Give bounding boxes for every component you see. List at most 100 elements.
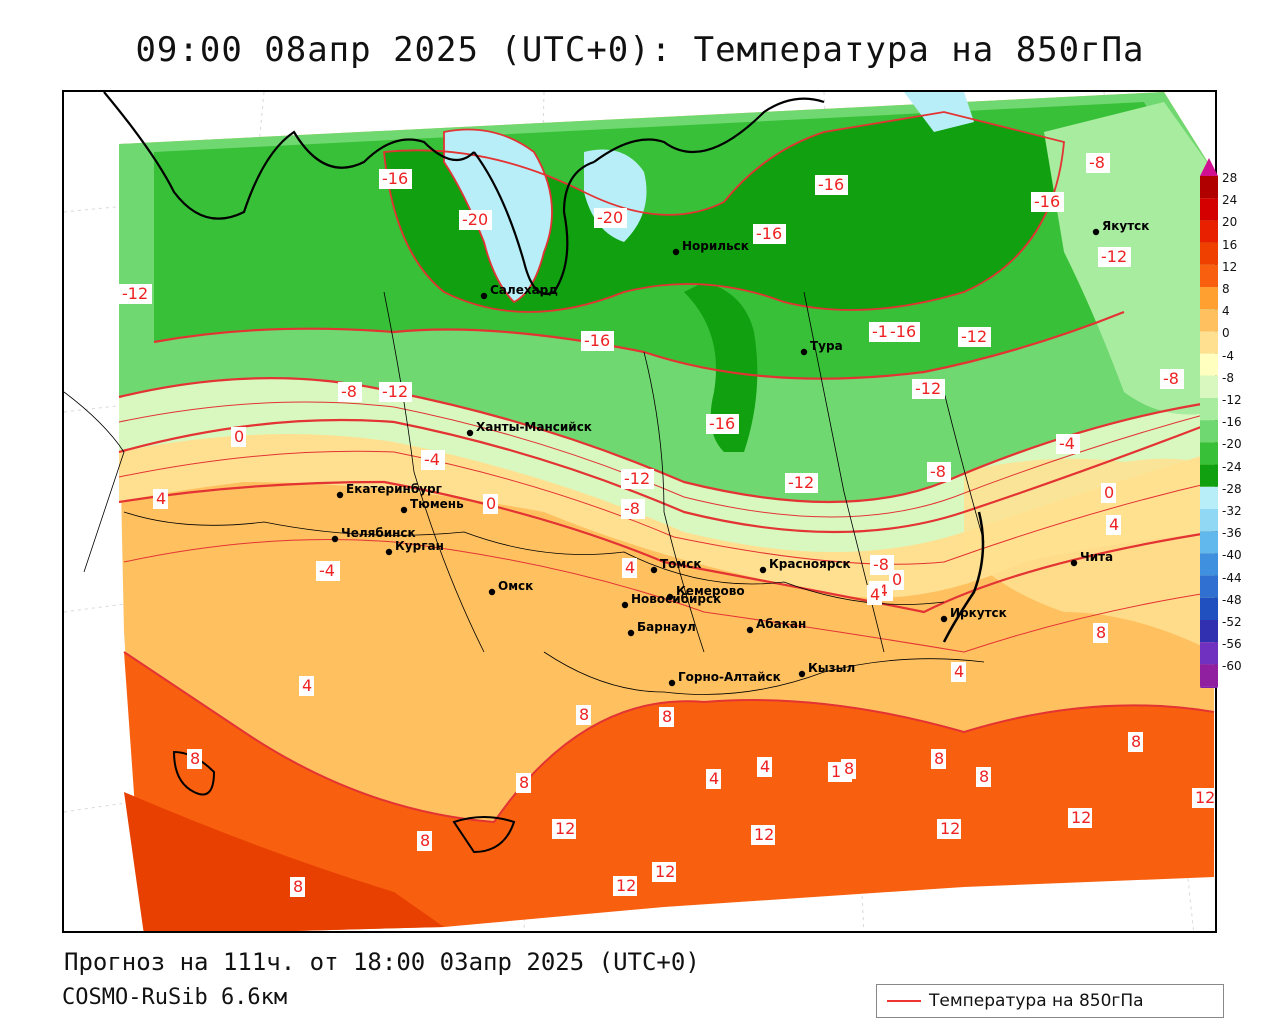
isotherm-label-text: 0 <box>1104 483 1114 502</box>
colorbar-segment <box>1200 242 1218 265</box>
isotherm-label-text: 8 <box>1131 732 1141 751</box>
city-marker[interactable]: Салехард <box>480 283 558 300</box>
city-marker[interactable]: Тура <box>800 339 843 356</box>
city-marker[interactable]: Омск <box>488 579 533 596</box>
city-marker[interactable]: Ханты-Мансийск <box>466 420 592 437</box>
isotherm-label-bg <box>1106 515 1121 535</box>
isotherm-label-text: -16 <box>818 175 844 194</box>
city-marker[interactable]: Красноярск <box>759 557 851 574</box>
city-marker[interactable]: Кызыл <box>798 661 855 678</box>
colorbar-tick-label: 28 <box>1222 171 1238 185</box>
isotherm-value-label: 8 <box>576 705 591 725</box>
colorbar-segment <box>1200 553 1218 576</box>
isotherm-label-bg <box>976 767 991 787</box>
colorbar-top-arrow <box>1200 158 1218 176</box>
colorbar-tick-label: -44 <box>1222 570 1242 585</box>
map-area[interactable]: Салехард Норильск Якутск Тура Ханты-Мансийск… <box>62 90 1217 933</box>
city-label: Омск <box>498 579 533 593</box>
isotherm-label-text: 8 <box>1096 623 1106 642</box>
isotherm-value-label: 0 <box>889 570 904 590</box>
isotherm-value-label: 0 <box>483 494 498 514</box>
isotherm-label-bg <box>299 676 314 696</box>
colorbar-tick-label: -36 <box>1222 526 1242 541</box>
colorbar-segment <box>1200 442 1218 465</box>
isotherm-label-text: 0 <box>892 570 902 589</box>
colorbar-segment <box>1200 464 1218 487</box>
city-marker[interactable]: Абакан <box>746 617 806 634</box>
city-dot <box>627 629 635 637</box>
city-marker[interactable]: Курган <box>385 539 444 556</box>
isotherm-label-bg <box>1101 483 1116 503</box>
isotherm-value-label: -8 <box>1160 369 1184 389</box>
city-marker[interactable]: Барнаул <box>627 620 696 637</box>
isotherm-value-label: 4 <box>951 662 966 682</box>
isotherm-label-bg <box>912 379 945 399</box>
colorbar-tick-label: -28 <box>1222 481 1242 496</box>
isotherm-value-label: 8 <box>841 759 856 779</box>
city-marker[interactable]: Екатеринбург <box>336 482 442 499</box>
city-label: Тура <box>810 339 843 353</box>
isotherm-value-label: -16 <box>379 169 412 189</box>
city-marker[interactable]: Тюмень <box>400 497 464 514</box>
city-marker[interactable]: Кемерово <box>666 584 745 601</box>
isotherm-value-label: 4 <box>153 489 168 509</box>
city-marker[interactable]: Норильск <box>672 239 749 256</box>
city-marker[interactable]: Горно-Алтайск <box>668 670 781 687</box>
colorbar-tick-label: -32 <box>1222 504 1242 518</box>
isotherm-value-label: 0 <box>1101 483 1116 503</box>
colorbar-segment <box>1200 220 1218 243</box>
city-marker[interactable]: Якутск <box>1092 219 1150 236</box>
isotherm-label-bg <box>757 757 772 777</box>
colorbar-segment <box>1200 486 1218 509</box>
city-label: Салехард <box>490 283 558 297</box>
isotherm-label-text: -12 <box>122 284 148 303</box>
isotherm-value-label: 12 <box>1192 788 1215 808</box>
isotherm-label-text: -12 <box>915 379 941 398</box>
isotherm-label-text: -4 <box>319 561 335 580</box>
city-dot <box>672 248 680 256</box>
city-dot <box>488 588 496 596</box>
isotherm-label-text: -8 <box>341 382 357 401</box>
city-dot <box>759 566 767 574</box>
city-label: Новосибирск <box>631 592 721 606</box>
isotherm-label-text: -16 <box>756 224 782 243</box>
city-label: Якутск <box>1102 219 1149 233</box>
isotherm-value-label: -8 <box>870 555 894 575</box>
colorbar-segment <box>1200 353 1218 376</box>
isotherm-value-label: -20 <box>594 208 627 228</box>
isotherm-label-text: 12 <box>754 825 774 844</box>
isotherm-value-label: 12 <box>1068 808 1092 828</box>
colorbar-tick-label: -4 <box>1222 348 1234 363</box>
city-marker[interactable]: Чита <box>1070 550 1113 567</box>
isotherm-label-bg <box>951 662 966 682</box>
isotherm-label-bg <box>552 819 576 839</box>
isotherm-value-label: -12 <box>958 327 991 347</box>
isotherm-label-bg <box>1056 434 1080 454</box>
city-marker[interactable]: Новосибирск <box>621 592 721 609</box>
isotherm-label-bg <box>1098 247 1131 267</box>
city-marker[interactable]: Томск <box>650 557 702 574</box>
isotherm-value-label: -8 <box>1086 153 1110 173</box>
isotherm-label-bg <box>1031 192 1064 212</box>
colorbar-segment <box>1200 597 1218 620</box>
city-marker[interactable]: Иркутск <box>940 606 1007 623</box>
city-label: Красноярск <box>769 557 851 571</box>
city-label: Челябинск <box>341 526 416 540</box>
colorbar-segment <box>1200 398 1218 421</box>
isotherm-label-text: 8 <box>934 749 944 768</box>
isotherm-label-text: 12 <box>1195 788 1215 807</box>
city-dot <box>331 535 339 543</box>
colorbar-tick-label: -8 <box>1222 370 1234 385</box>
colorbar-segment <box>1200 375 1218 398</box>
colorbar-segment <box>1200 531 1218 554</box>
isotherm-label-text: 12 <box>655 862 675 881</box>
isotherm-label-bg <box>841 759 856 779</box>
isotherm-label-bg <box>887 322 920 342</box>
city-marker[interactable]: Челябинск <box>331 526 416 543</box>
isotherm-label-bg <box>1093 623 1108 643</box>
isotherm-label-bg <box>581 331 614 351</box>
isotherm-label-bg <box>1128 732 1143 752</box>
isotherm-value-label: -12 <box>785 473 818 493</box>
isotherm-label-bg <box>290 877 305 897</box>
colorbar-tick-label: -20 <box>1222 437 1242 452</box>
